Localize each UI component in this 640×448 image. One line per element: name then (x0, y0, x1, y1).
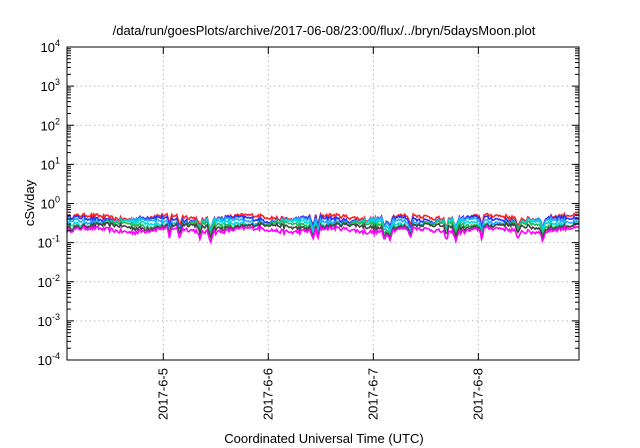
series-line (66, 221, 580, 242)
series-line (66, 213, 580, 233)
plot-frame (66, 46, 580, 361)
x-axis-label: Coordinated Universal Time (UTC) (224, 431, 423, 446)
data-series (66, 211, 580, 245)
x-tick-labels: 2017-6-5 2017-6-6 2017-6-7 2017-6-8 (155, 368, 485, 420)
grid-lines (67, 47, 579, 360)
x-tick-label: 2017-6-6 (260, 368, 275, 420)
chart-title: /data/run/goesPlots/archive/2017-06-08/2… (113, 23, 536, 38)
y-axis-label: cSv/day (22, 179, 37, 226)
series-line (66, 215, 580, 234)
tick-marks (67, 46, 579, 361)
y-tick-label: 10-1 (38, 234, 60, 251)
y-tick-label: 101 (41, 155, 60, 172)
y-tick-labels: 10-4 10-3 10-2 10-1 100 101 102 103 104 (38, 38, 60, 368)
y-tick-label: 10-4 (38, 351, 60, 368)
y-tick-label: 102 (41, 116, 60, 133)
y-tick-label: 100 (41, 195, 60, 212)
y-tick-label: 103 (41, 77, 60, 94)
x-tick-label: 2017-6-8 (470, 368, 485, 420)
x-tick-label: 2017-6-7 (365, 368, 380, 420)
series-line (66, 224, 580, 245)
y-tick-label: 10-3 (38, 312, 60, 329)
y-tick-label: 10-2 (38, 273, 60, 290)
y-tick-label: 104 (41, 38, 60, 55)
x-tick-label: 2017-6-5 (155, 368, 170, 420)
